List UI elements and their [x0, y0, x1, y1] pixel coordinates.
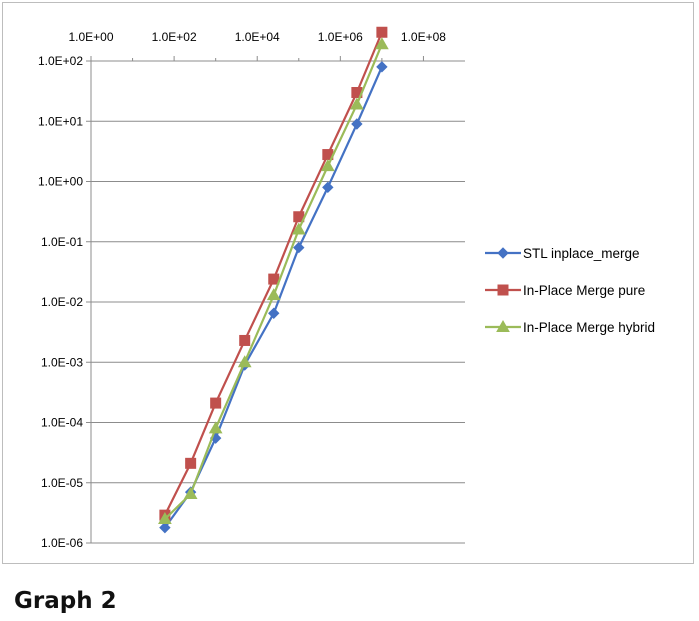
- legend-label: In-Place Merge pure: [523, 283, 645, 298]
- legend-marker: [497, 284, 509, 296]
- y-tick-label: 1.0E-04: [41, 416, 83, 430]
- y-tick-label: 1.0E-05: [41, 476, 83, 490]
- y-tick-label: 1.0E-06: [41, 536, 83, 550]
- legend-label: STL inplace_merge: [523, 246, 640, 261]
- data-point: [239, 334, 251, 346]
- y-tick-label: 1.0E+01: [38, 114, 83, 128]
- legend-marker: [496, 319, 510, 332]
- data-point: [376, 61, 388, 73]
- log-log-line-chart: 1.0E+02 1.0E+01 1.0E+00 1.0E-01 1.0E-02 1.0E-…: [38, 26, 655, 550]
- x-tick-label: 1.0E+02: [152, 30, 197, 44]
- x-tick-label: 1.0E+08: [401, 30, 446, 44]
- data-point: [208, 421, 223, 434]
- data-point: [183, 487, 198, 500]
- graph-caption: Graph 2: [14, 588, 117, 614]
- data-point: [210, 397, 222, 409]
- y-tick-label: 1.0E+02: [38, 54, 83, 68]
- data-point: [320, 159, 335, 172]
- data-point: [268, 307, 280, 319]
- data-point: [350, 97, 364, 110]
- data-point: [291, 222, 306, 235]
- x-tick-label: 1.0E+06: [318, 30, 363, 44]
- data-point: [237, 355, 252, 368]
- data-point: [375, 37, 389, 50]
- data-point: [159, 521, 171, 534]
- data-point: [266, 288, 281, 301]
- data-point: [376, 26, 388, 38]
- data-point: [351, 118, 363, 130]
- data-point: [293, 241, 305, 254]
- chart-frame: 1.0E+02 1.0E+01 1.0E+00 1.0E-01 1.0E-02 1.0E-…: [2, 2, 694, 564]
- x-tick-label: 1.0E+00: [68, 30, 113, 44]
- y-tick-label: 1.0E-03: [41, 355, 83, 369]
- legend-marker: [497, 247, 509, 259]
- data-point: [322, 181, 334, 194]
- legend-label: In-Place Merge hybrid: [523, 320, 655, 335]
- data-point: [268, 273, 280, 285]
- x-tick-label: 1.0E+04: [235, 30, 280, 44]
- y-tick-label: 1.0E-02: [41, 295, 83, 309]
- data-point: [158, 512, 172, 525]
- data-point: [185, 457, 197, 469]
- y-tick-label: 1.0E-01: [41, 235, 83, 249]
- y-tick-label: 1.0E+00: [38, 175, 83, 189]
